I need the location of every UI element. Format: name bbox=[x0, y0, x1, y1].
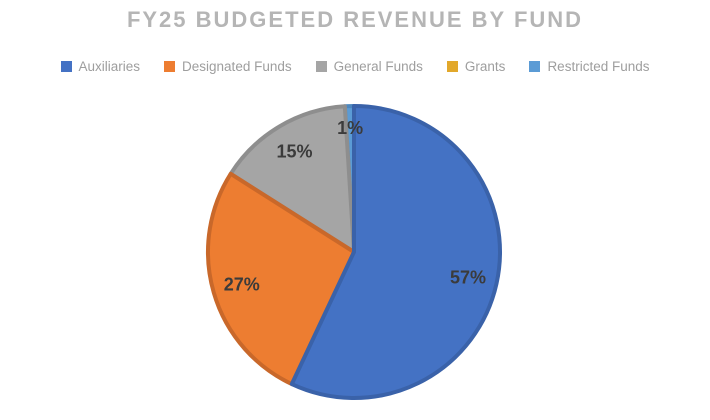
legend-label: General Funds bbox=[333, 59, 423, 74]
legend-label: Auxiliaries bbox=[78, 59, 141, 74]
legend-item-general-funds[interactable]: General Funds bbox=[315, 59, 423, 74]
legend-item-restricted-funds[interactable]: Restricted Funds bbox=[529, 59, 649, 74]
legend-swatch-icon bbox=[446, 61, 458, 72]
pie-slice-designated-funds[interactable] bbox=[206, 171, 356, 387]
chart-legend: Auxiliaries Designated Funds General Funds… bbox=[0, 59, 710, 74]
chart-title: FY25 BUDGETED REVENUE BY FUND bbox=[126, 7, 584, 32]
legend-swatch-icon bbox=[164, 61, 176, 72]
pie-slice-general-funds[interactable] bbox=[228, 104, 356, 254]
pie-data-label-auxiliaries: 57% bbox=[450, 268, 486, 288]
pie-data-label-restricted-funds: 1% bbox=[337, 118, 363, 138]
legend-item-designated-funds[interactable]: Designated Funds bbox=[164, 59, 292, 74]
pie-data-label-designated-funds: 27% bbox=[224, 275, 260, 295]
legend-swatch-icon bbox=[529, 61, 541, 72]
legend-swatch-icon bbox=[60, 61, 72, 72]
pie-slice-auxiliaries[interactable] bbox=[289, 104, 502, 400]
pie-data-label-general-funds: 15% bbox=[276, 142, 312, 162]
legend-item-auxiliaries[interactable]: Auxiliaries bbox=[60, 59, 141, 74]
legend-item-grants[interactable]: Grants bbox=[446, 59, 506, 74]
legend-swatch-icon bbox=[315, 61, 327, 72]
legend-label: Restricted Funds bbox=[547, 59, 650, 74]
legend-label: Grants bbox=[464, 59, 506, 74]
legend-label: Designated Funds bbox=[182, 59, 292, 74]
